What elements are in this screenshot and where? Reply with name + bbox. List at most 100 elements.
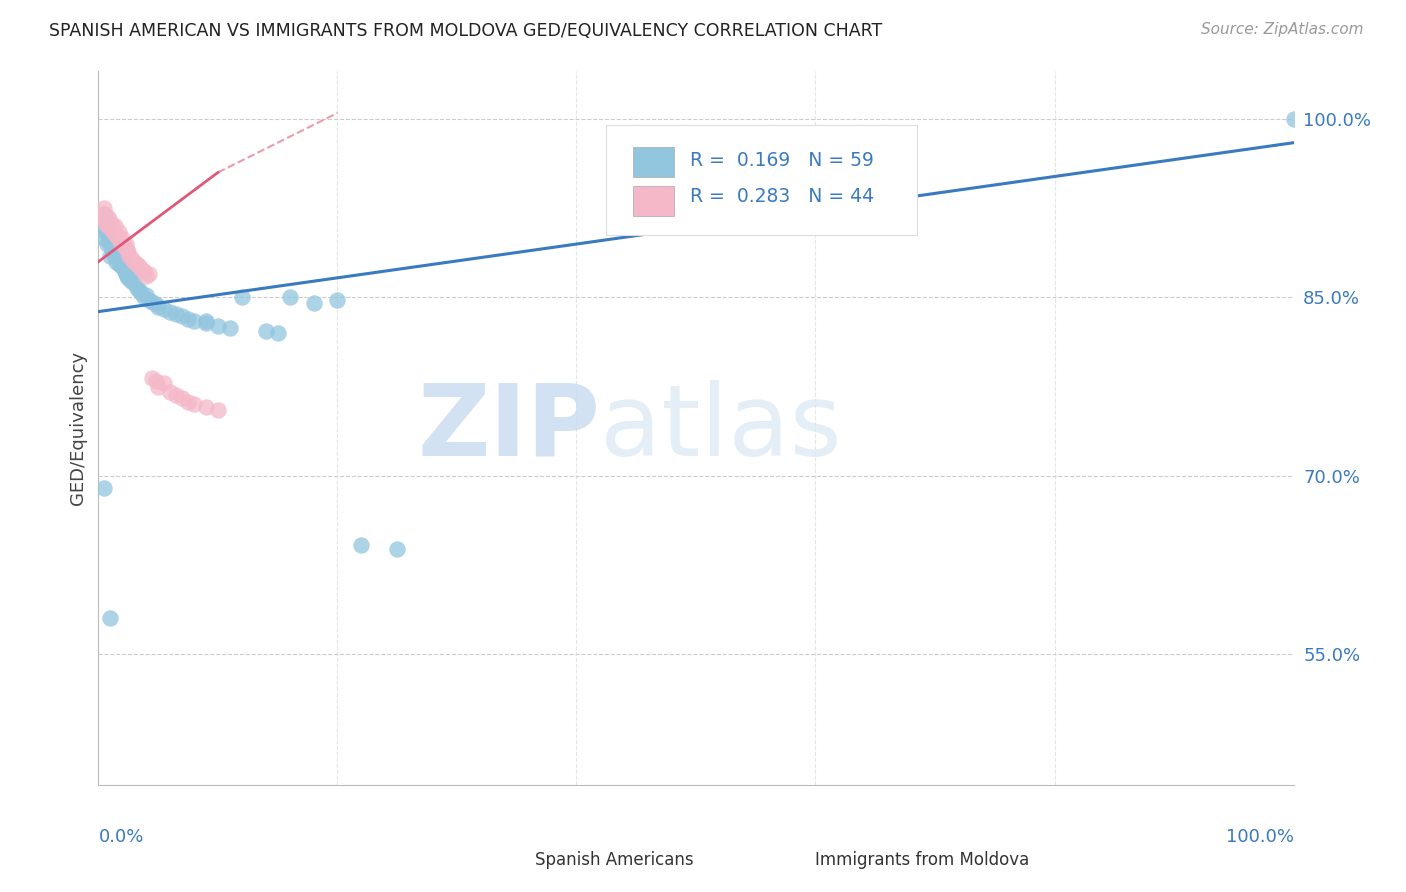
Point bbox=[101, 245, 124, 260]
Point bbox=[385, 542, 409, 557]
Text: Spanish Americans: Spanish Americans bbox=[534, 851, 693, 869]
Point bbox=[350, 538, 373, 552]
Point bbox=[141, 295, 163, 310]
Point bbox=[93, 481, 115, 495]
Point bbox=[110, 235, 132, 250]
Point bbox=[195, 314, 218, 328]
Point bbox=[117, 245, 139, 260]
Point bbox=[118, 249, 141, 263]
Point bbox=[219, 321, 242, 335]
Point bbox=[98, 221, 122, 235]
Point bbox=[93, 207, 115, 221]
Point bbox=[105, 254, 128, 268]
Text: 100.0%: 100.0% bbox=[1226, 828, 1294, 846]
Point bbox=[254, 324, 277, 338]
Point bbox=[91, 210, 114, 224]
Text: SPANISH AMERICAN VS IMMIGRANTS FROM MOLDOVA GED/EQUIVALENCY CORRELATION CHART: SPANISH AMERICAN VS IMMIGRANTS FROM MOLD… bbox=[49, 22, 883, 40]
Point bbox=[97, 219, 120, 233]
Point bbox=[159, 385, 181, 400]
Point bbox=[93, 213, 115, 227]
Point bbox=[135, 268, 157, 283]
Point bbox=[231, 290, 253, 304]
Point bbox=[125, 257, 148, 271]
Point bbox=[278, 290, 301, 304]
Point bbox=[148, 300, 170, 314]
Text: 0.0%: 0.0% bbox=[98, 828, 143, 846]
Point bbox=[145, 297, 167, 311]
Point bbox=[138, 267, 160, 281]
Text: ZIP: ZIP bbox=[418, 380, 600, 476]
Point bbox=[177, 395, 200, 409]
Point bbox=[110, 260, 132, 274]
Point bbox=[183, 397, 205, 411]
Point bbox=[141, 371, 163, 385]
Point bbox=[115, 236, 138, 251]
Point bbox=[91, 219, 114, 233]
Point bbox=[111, 257, 134, 271]
Point bbox=[108, 233, 131, 247]
Point bbox=[207, 318, 229, 333]
Point bbox=[104, 249, 127, 263]
Point bbox=[107, 249, 129, 263]
Point bbox=[107, 225, 129, 239]
Point bbox=[159, 304, 181, 318]
Point bbox=[107, 231, 129, 245]
Point bbox=[98, 231, 121, 245]
Point bbox=[98, 611, 122, 625]
Point bbox=[98, 236, 122, 251]
Point bbox=[125, 281, 148, 295]
Point bbox=[104, 219, 127, 233]
Point bbox=[97, 219, 120, 233]
Point bbox=[105, 243, 128, 257]
Point bbox=[302, 296, 325, 310]
Point bbox=[94, 217, 117, 231]
Point bbox=[131, 285, 153, 300]
Point bbox=[120, 274, 142, 288]
Point bbox=[107, 257, 129, 271]
Point bbox=[93, 231, 115, 245]
Text: Source: ZipAtlas.com: Source: ZipAtlas.com bbox=[1201, 22, 1364, 37]
Point bbox=[100, 217, 122, 231]
Point bbox=[128, 260, 150, 274]
Point bbox=[91, 207, 114, 221]
Point bbox=[98, 249, 122, 263]
Point bbox=[132, 264, 155, 278]
FancyBboxPatch shape bbox=[606, 125, 917, 235]
FancyBboxPatch shape bbox=[633, 186, 675, 216]
Point bbox=[118, 267, 141, 281]
Point bbox=[108, 252, 131, 267]
Point bbox=[112, 238, 135, 252]
Point bbox=[103, 226, 125, 240]
Point bbox=[195, 317, 218, 331]
Point bbox=[326, 293, 349, 307]
Point bbox=[267, 326, 290, 340]
Point bbox=[105, 228, 128, 243]
Point bbox=[207, 403, 229, 417]
Point bbox=[114, 264, 136, 278]
Text: atlas: atlas bbox=[600, 380, 842, 476]
Point bbox=[145, 374, 167, 388]
Point bbox=[131, 261, 153, 276]
FancyBboxPatch shape bbox=[762, 838, 804, 867]
Point bbox=[128, 283, 150, 297]
Point bbox=[111, 231, 134, 245]
Point bbox=[138, 293, 160, 307]
Point bbox=[124, 276, 146, 290]
Point bbox=[1282, 112, 1305, 126]
Point bbox=[135, 288, 157, 302]
Point bbox=[172, 310, 194, 324]
Point bbox=[94, 225, 117, 239]
Point bbox=[115, 267, 138, 281]
Point bbox=[115, 243, 138, 257]
Point bbox=[195, 400, 218, 414]
Text: R =  0.169   N = 59: R = 0.169 N = 59 bbox=[690, 151, 875, 169]
Point bbox=[165, 388, 187, 402]
Point bbox=[93, 201, 115, 215]
Point bbox=[112, 261, 135, 276]
Text: Immigrants from Moldova: Immigrants from Moldova bbox=[815, 851, 1029, 869]
Point bbox=[91, 213, 114, 227]
Point bbox=[148, 379, 170, 393]
Point bbox=[96, 210, 118, 224]
Text: R =  0.283   N = 44: R = 0.283 N = 44 bbox=[690, 187, 875, 206]
Point bbox=[115, 268, 138, 283]
